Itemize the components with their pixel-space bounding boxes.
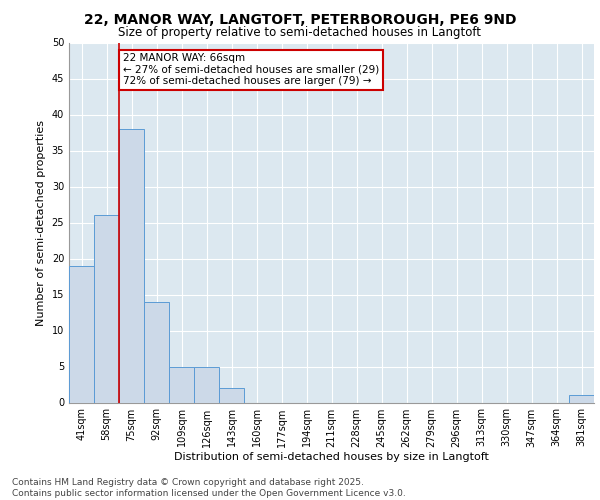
Bar xyxy=(94,216,119,402)
Text: 22 MANOR WAY: 66sqm
← 27% of semi-detached houses are smaller (29)
72% of semi-d: 22 MANOR WAY: 66sqm ← 27% of semi-detach… xyxy=(123,54,379,86)
Text: Contains HM Land Registry data © Crown copyright and database right 2025.
Contai: Contains HM Land Registry data © Crown c… xyxy=(12,478,406,498)
X-axis label: Distribution of semi-detached houses by size in Langtoft: Distribution of semi-detached houses by … xyxy=(174,452,489,462)
Bar xyxy=(569,396,594,402)
Bar xyxy=(194,366,219,402)
Bar xyxy=(219,388,244,402)
Bar xyxy=(69,266,94,402)
Bar xyxy=(169,366,194,402)
Bar xyxy=(119,129,144,402)
Y-axis label: Number of semi-detached properties: Number of semi-detached properties xyxy=(36,120,46,326)
Text: 22, MANOR WAY, LANGTOFT, PETERBOROUGH, PE6 9ND: 22, MANOR WAY, LANGTOFT, PETERBOROUGH, P… xyxy=(84,12,516,26)
Text: Size of property relative to semi-detached houses in Langtoft: Size of property relative to semi-detach… xyxy=(119,26,482,39)
Bar xyxy=(144,302,169,402)
